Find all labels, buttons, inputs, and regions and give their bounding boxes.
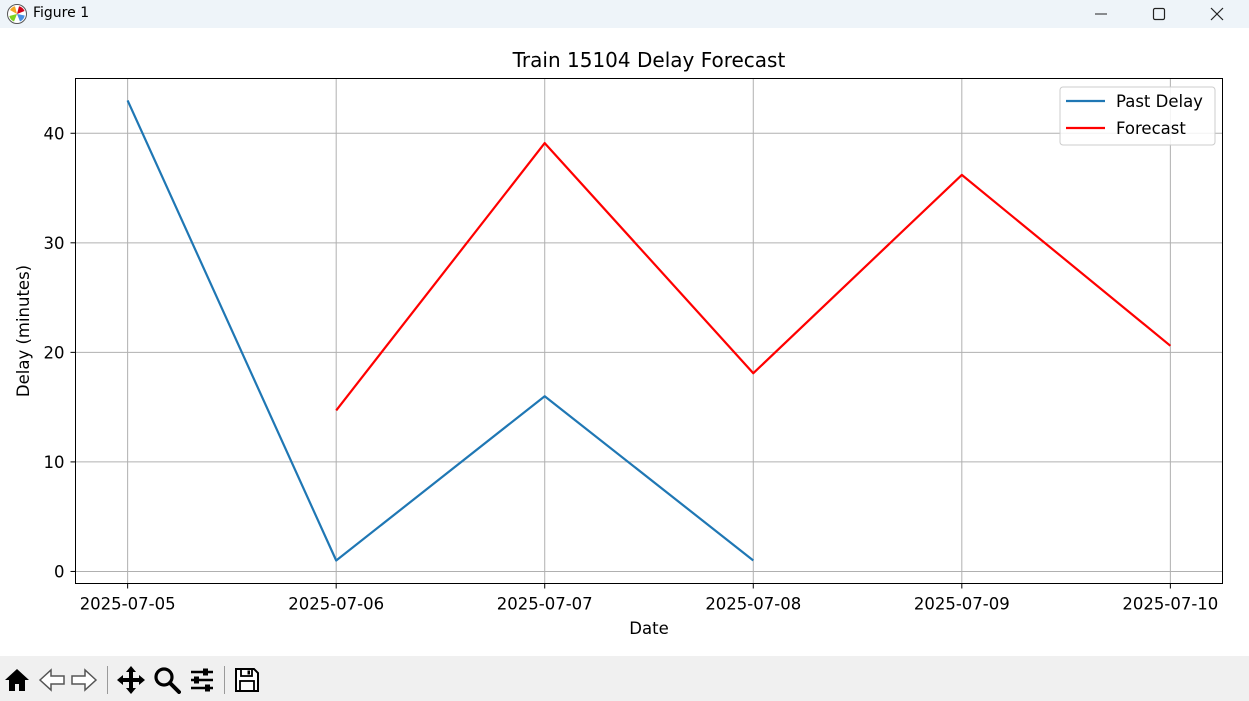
chart-title: Train 15104 Delay Forecast [512,48,786,72]
minimize-button[interactable] [1078,0,1124,28]
y-axis-label: Delay (minutes) [14,265,33,397]
y-tick-label: 10 [44,453,65,472]
save-icon [235,668,259,692]
maximize-icon [1152,7,1166,21]
legend-forecast-label: Forecast [1116,119,1186,138]
close-button[interactable] [1194,0,1240,28]
minimize-icon [1095,13,1107,15]
toolbar-separator [107,666,108,694]
x-tick-label: 2025-07-08 [705,595,801,614]
series-lines [126,99,1172,562]
y-tick-label: 20 [44,343,65,362]
forward-arrow-icon [71,668,98,692]
pan-icon [117,666,145,694]
x-axis-label: Date [629,619,668,638]
maximize-button[interactable] [1136,0,1182,28]
grid-lines [75,78,1223,584]
back-arrow-icon [38,668,65,692]
y-tick-label: 40 [44,124,65,143]
line-chart: 2025-07-05 2025-07-06 2025-07-07 2025-07-08… [14,48,1223,638]
x-tick-label: 2025-07-06 [288,595,384,614]
home-button[interactable] [1,664,33,696]
configure-subplots-icon [191,668,213,692]
zoom-button[interactable] [151,664,183,696]
forward-button[interactable] [68,664,100,696]
navigation-toolbar [0,656,1249,701]
series-line-forecast [335,142,1172,412]
series-line-past-delay [126,99,754,562]
configure-subplots-button[interactable] [186,664,218,696]
toolbar-separator [224,666,225,694]
pan-button[interactable] [115,664,147,696]
window-title: Figure 1 [33,5,90,21]
plot-area-frame [75,78,1223,584]
home-icon [5,669,29,691]
matplotlib-logo-icon [7,4,27,24]
legend-past-delay-label: Past Delay [1116,92,1203,111]
zoom-icon [154,667,181,694]
close-icon [1210,7,1224,21]
legend: Past Delay Forecast [1059,86,1216,146]
x-tick-label: 2025-07-05 [80,595,176,614]
y-tick-label: 0 [54,562,65,581]
x-tick-label: 2025-07-07 [497,595,593,614]
x-tick-label: 2025-07-10 [1122,595,1218,614]
back-button[interactable] [36,664,68,696]
save-button[interactable] [231,664,263,696]
y-tick-label: 30 [44,234,65,253]
figure-canvas[interactable]: 2025-07-05 2025-07-06 2025-07-07 2025-07-08… [0,30,1249,656]
axis-ticks: 2025-07-05 2025-07-06 2025-07-07 2025-07-08… [44,124,1219,613]
x-tick-label: 2025-07-09 [914,595,1010,614]
window-titlebar: Figure 1 [0,0,1249,28]
